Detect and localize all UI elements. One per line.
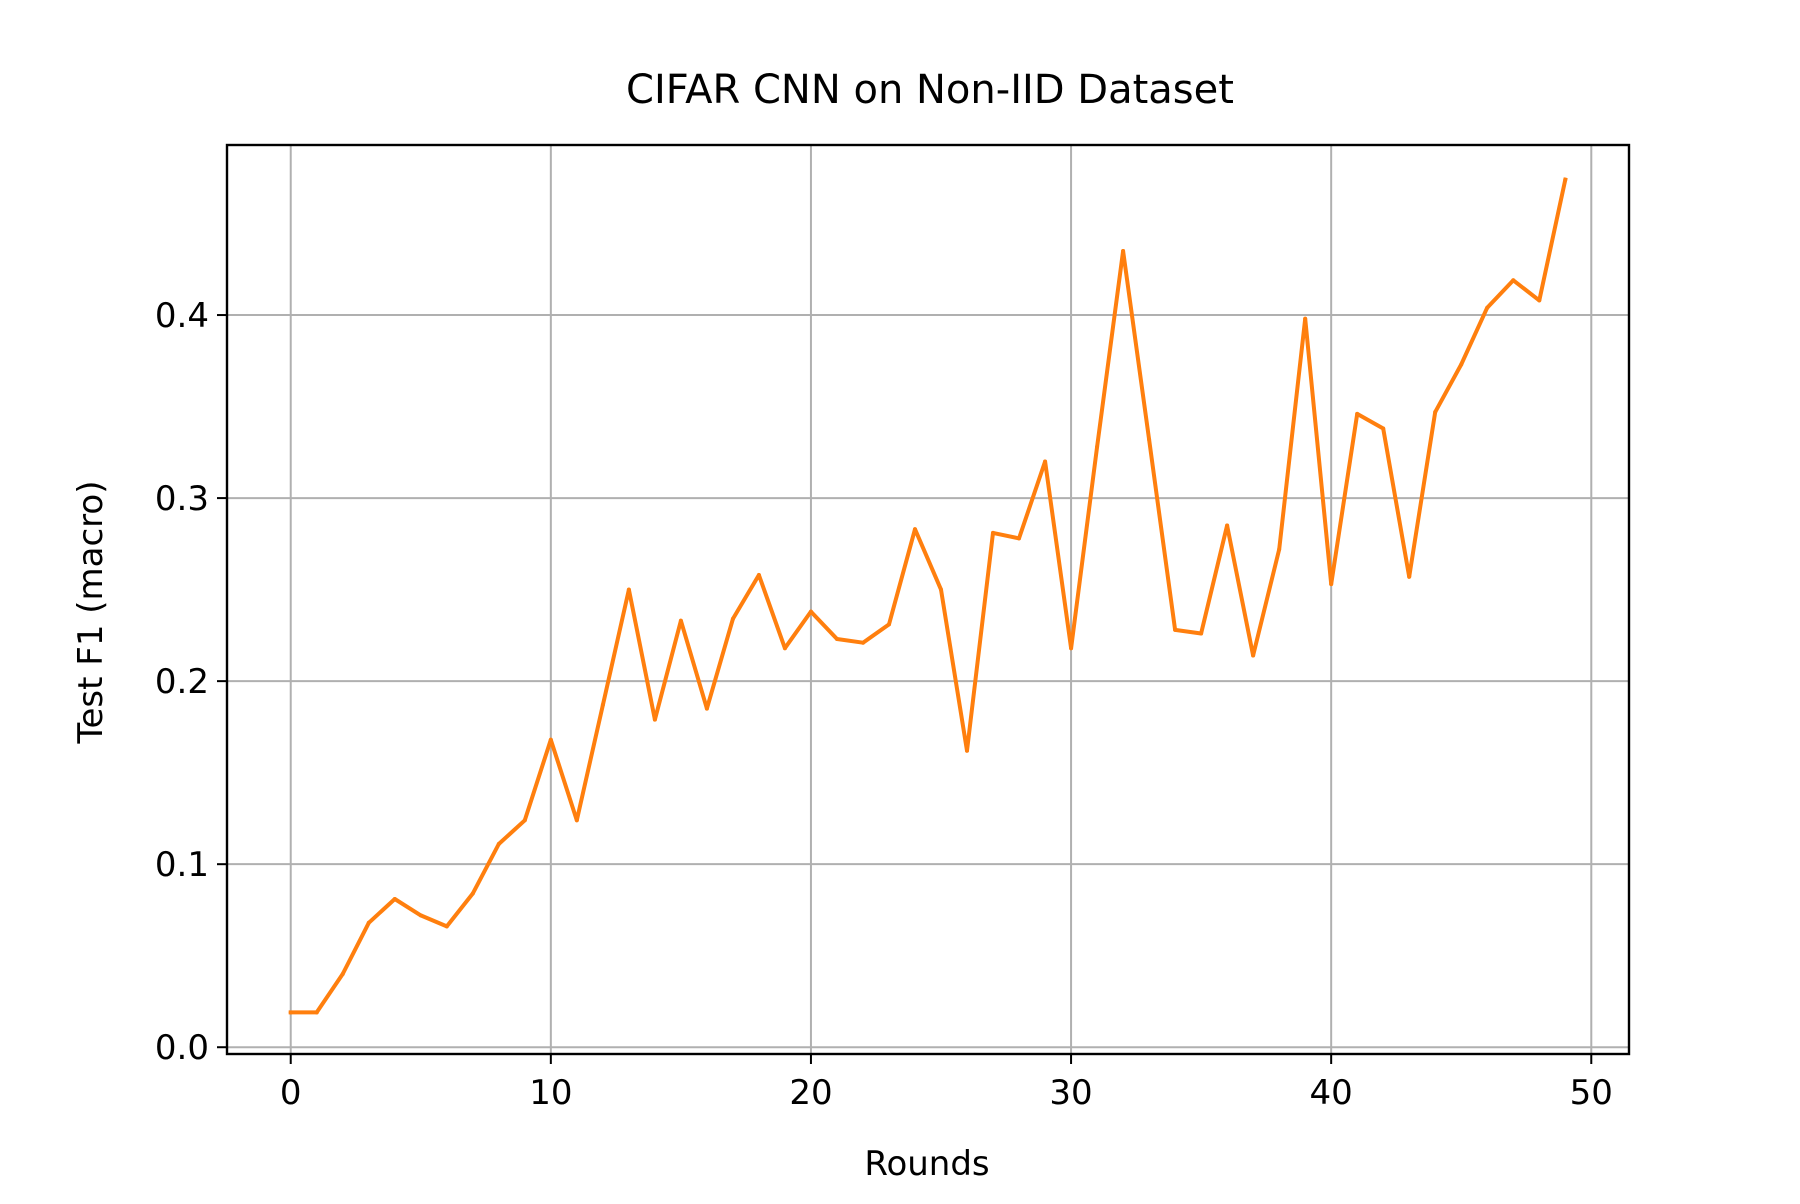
data-point (1563, 177, 1568, 182)
data-point (1459, 362, 1464, 367)
data-point (991, 530, 996, 535)
data-point (626, 587, 631, 592)
plot-frame (225, 143, 1631, 1056)
data-point (1303, 316, 1308, 321)
data-point (886, 622, 891, 627)
data-point (288, 1010, 293, 1015)
x-tick-label: 50 (1570, 1073, 1613, 1113)
data-point (574, 818, 579, 823)
x-tick-label: 10 (529, 1073, 572, 1113)
data-point (1225, 523, 1230, 528)
data-point (1095, 444, 1100, 449)
data-point (548, 737, 553, 742)
data-point (366, 920, 371, 925)
data-point (1199, 631, 1204, 636)
data-point (522, 818, 527, 823)
data-point (1537, 298, 1542, 303)
series-layer (288, 177, 1568, 1015)
data-point (782, 646, 787, 651)
data-point (1147, 437, 1152, 442)
data-point (314, 1010, 319, 1015)
data-point (678, 618, 683, 623)
x-tick-label: 30 (1049, 1073, 1092, 1113)
x-tick-label: 20 (789, 1073, 832, 1113)
data-point (1511, 278, 1516, 283)
data-point (756, 572, 761, 577)
data-point (470, 891, 475, 896)
data-point (1121, 248, 1126, 253)
data-point (808, 609, 813, 614)
data-point (1329, 582, 1334, 587)
data-point (600, 702, 605, 707)
data-point (1485, 305, 1490, 310)
data-point (1433, 410, 1438, 415)
data-point (340, 972, 345, 977)
data-point (652, 717, 657, 722)
x-tick-label: 40 (1310, 1073, 1353, 1113)
data-point (965, 748, 970, 753)
data-point (730, 616, 735, 621)
data-point (1251, 653, 1256, 658)
x-axis-label: Rounds (864, 1144, 989, 1184)
series-line (288, 177, 1568, 1015)
data-point (418, 913, 423, 918)
y-tick-label: 0.4 (155, 296, 209, 336)
data-point (1407, 574, 1412, 579)
data-point (1277, 547, 1282, 552)
y-tick-label: 0.0 (155, 1028, 209, 1068)
chart-title: CIFAR CNN on Non-IID Dataset (626, 67, 1234, 113)
y-tick-label: 0.3 (155, 479, 209, 519)
data-point (1017, 536, 1022, 541)
data-point (496, 842, 501, 847)
data-point (1355, 411, 1360, 416)
data-point (1173, 627, 1178, 632)
data-point (912, 527, 917, 532)
axis-ticks: 0 10 20 30 40 50 0.0 0.1 0.2 0.3 0.4 (155, 296, 1613, 1113)
y-tick-label: 0.1 (155, 845, 209, 885)
data-point (704, 706, 709, 711)
y-tick-label: 0.2 (155, 662, 209, 702)
data-point (1381, 426, 1386, 431)
data-point (939, 587, 944, 592)
x-tick-label: 0 (280, 1073, 302, 1113)
y-axis-label: Test F1 (macro) (71, 481, 111, 745)
data-point (860, 640, 865, 645)
data-point (392, 896, 397, 901)
data-point (1069, 646, 1074, 651)
data-point (444, 924, 449, 929)
data-point (834, 637, 839, 642)
data-point (1043, 459, 1048, 464)
